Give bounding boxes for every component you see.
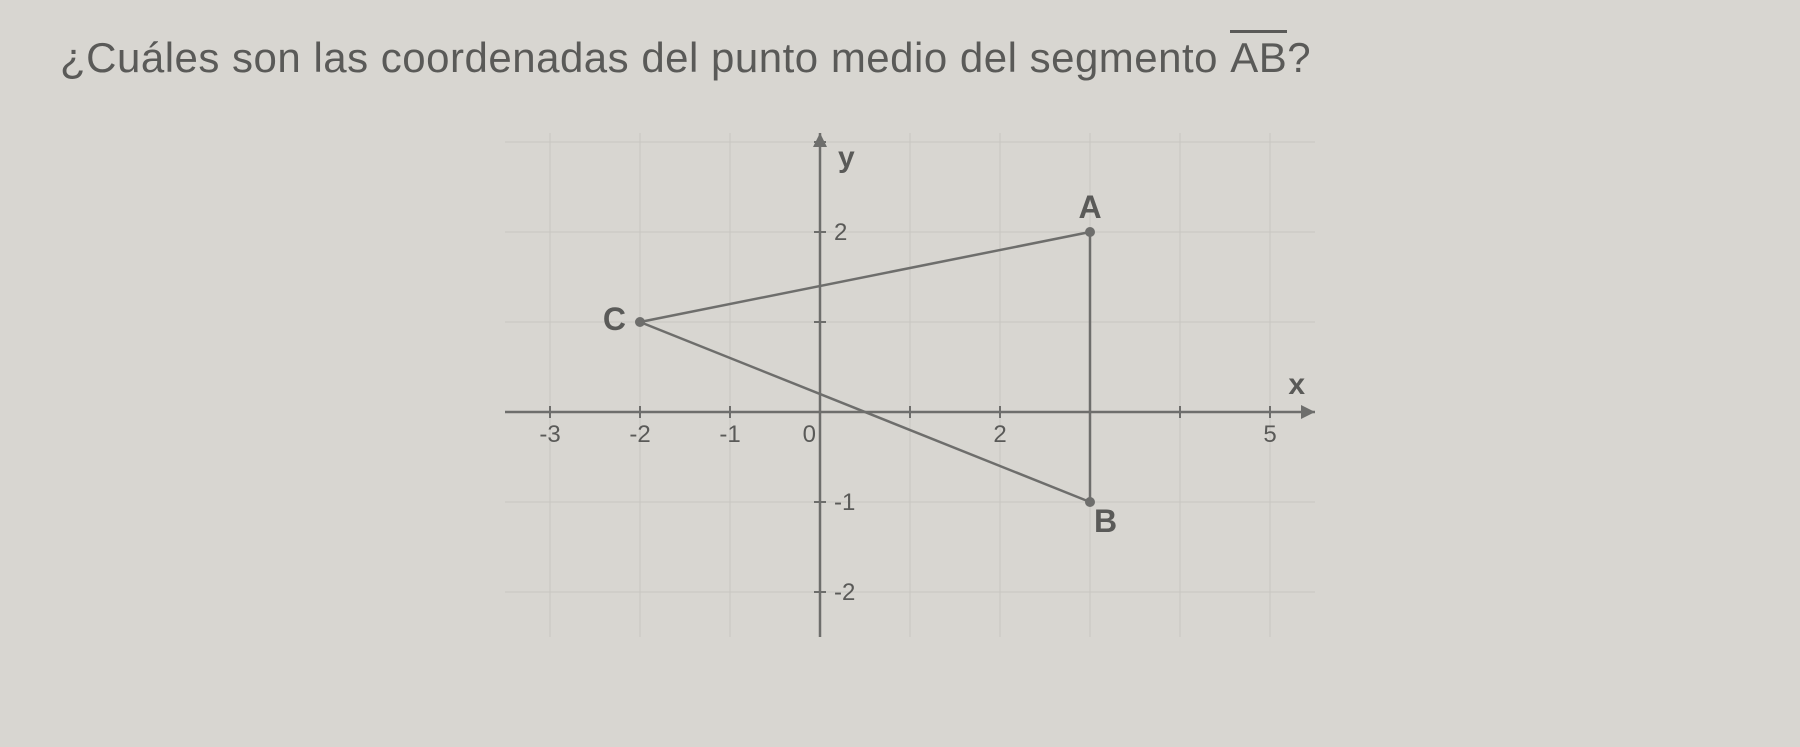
x-tick-label: -3 — [539, 421, 560, 448]
plot-container: -3 -2 -1 0 2 5 2 -1 -2 x y A B C — [60, 92, 1740, 672]
x-tick-label: 5 — [1263, 421, 1276, 448]
question-prefix: ¿Cuáles son las coordenadas del punto me… — [60, 34, 1230, 81]
y-tick-label: -1 — [834, 489, 855, 516]
plot-background — [450, 92, 1350, 672]
x-tick-label: 2 — [993, 421, 1006, 448]
point-label-a: A — [1078, 189, 1101, 225]
point-label-c: C — [603, 301, 626, 337]
point-a — [1085, 227, 1095, 237]
point-c — [635, 317, 645, 327]
x-tick-label: 0 — [803, 421, 816, 448]
y-tick-label: 2 — [834, 219, 847, 246]
y-tick-label: -2 — [834, 579, 855, 606]
coordinate-plot: -3 -2 -1 0 2 5 2 -1 -2 x y A B C — [450, 92, 1350, 672]
x-tick-label: -1 — [719, 421, 740, 448]
y-axis-label: y — [838, 141, 855, 174]
question-text: ¿Cuáles son las coordenadas del punto me… — [60, 30, 1740, 82]
x-axis-label: x — [1288, 368, 1305, 401]
x-tick-label: -2 — [629, 421, 650, 448]
segment-label: AB — [1230, 30, 1287, 82]
plot-svg: -3 -2 -1 0 2 5 2 -1 -2 x y A B C — [450, 92, 1350, 672]
question-suffix: ? — [1287, 34, 1311, 81]
point-label-b: B — [1094, 503, 1117, 539]
